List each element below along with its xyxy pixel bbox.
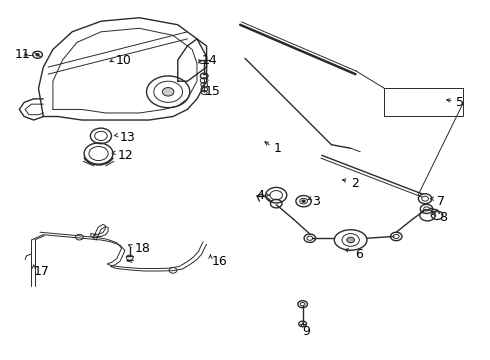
Text: 3: 3: [312, 195, 320, 208]
Text: 1: 1: [274, 142, 282, 155]
Text: 14: 14: [202, 54, 218, 67]
Text: 17: 17: [34, 265, 49, 278]
Text: 2: 2: [351, 177, 359, 190]
Text: 15: 15: [204, 85, 220, 98]
Text: 6: 6: [355, 248, 363, 261]
Text: 5: 5: [456, 96, 465, 109]
Text: 16: 16: [211, 255, 227, 267]
Text: 13: 13: [120, 131, 136, 144]
Bar: [384, 88, 464, 117]
Circle shape: [162, 87, 174, 96]
Circle shape: [36, 54, 39, 56]
Circle shape: [302, 200, 305, 202]
Text: 8: 8: [440, 211, 447, 224]
Text: 11: 11: [15, 48, 30, 61]
Text: 9: 9: [303, 325, 311, 338]
Text: 7: 7: [437, 195, 445, 208]
Circle shape: [347, 237, 354, 243]
Text: 10: 10: [115, 54, 131, 67]
Text: 4: 4: [256, 189, 264, 202]
Text: 18: 18: [135, 242, 150, 255]
Text: 12: 12: [118, 149, 133, 162]
